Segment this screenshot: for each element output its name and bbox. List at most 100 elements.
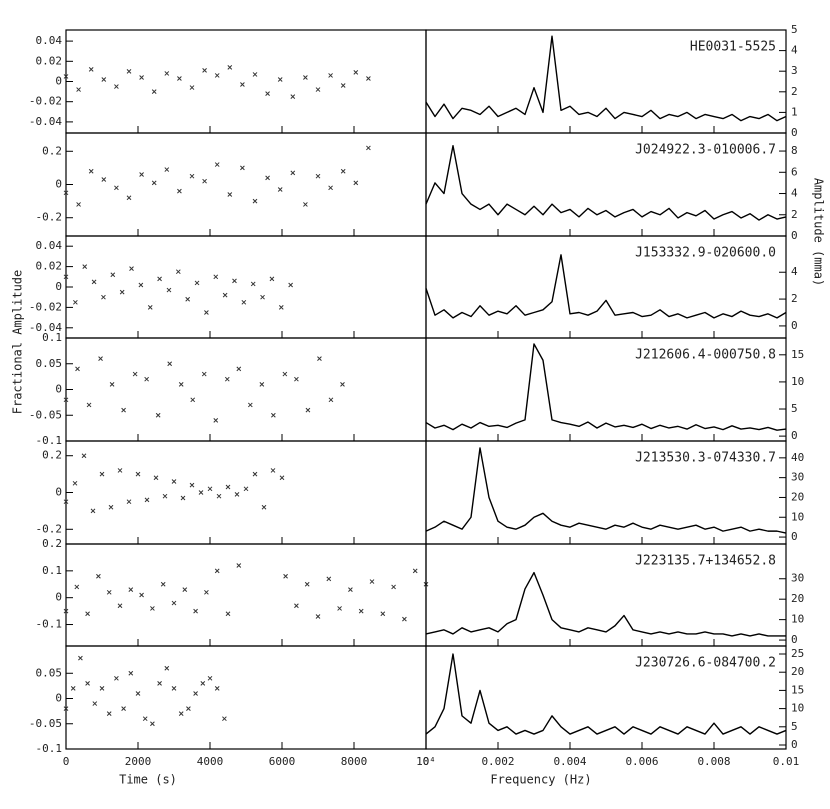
star-label: HE0031-5525 [690, 40, 776, 55]
data-point [119, 289, 125, 295]
data-point [106, 589, 112, 595]
spectrum-line [425, 254, 787, 319]
y-tick-label: 2 [791, 292, 798, 305]
data-point [157, 681, 162, 686]
data-point [236, 366, 242, 372]
data-point [260, 294, 265, 300]
data-point [288, 282, 293, 288]
y-tick-label: -0.02 [29, 300, 62, 313]
data-point [151, 180, 157, 186]
data-point [110, 272, 116, 278]
data-point [162, 493, 168, 499]
data-point [132, 371, 138, 377]
data-point [402, 616, 407, 622]
y-tick-label: 0 [55, 75, 62, 88]
data-point [164, 167, 170, 172]
data-point [164, 71, 170, 76]
data-point [202, 68, 207, 73]
data-point [315, 87, 321, 92]
data-point [193, 691, 198, 696]
data-point [250, 281, 256, 287]
y-tick-label: 0 [791, 126, 798, 139]
panel-frame [65, 29, 427, 134]
data-point [85, 611, 90, 617]
data-point [252, 471, 258, 477]
y-tick-label: 0.1 [42, 331, 62, 344]
y-tick-label: 2 [791, 85, 798, 98]
data-point [160, 581, 166, 587]
y-tick-label: 0 [791, 530, 798, 543]
data-point [171, 686, 177, 691]
x-tick-label: 4000 [197, 755, 224, 768]
data-point [114, 84, 119, 89]
star-label: J212606.4-000750.8 [635, 348, 776, 363]
data-point [171, 479, 177, 484]
data-point [76, 202, 81, 207]
data-point [261, 504, 267, 510]
spectrum-line [425, 653, 787, 735]
y-tick-label: 20 [791, 490, 804, 503]
data-point [265, 91, 270, 96]
data-point [252, 198, 258, 204]
spectrum-line [425, 145, 787, 221]
panel-frame [425, 645, 787, 750]
data-point [86, 402, 92, 408]
data-point [252, 72, 258, 77]
data-point [75, 366, 80, 372]
y-tick-label: 4 [791, 44, 798, 57]
data-point [317, 356, 322, 361]
y-tick-label: 25 [791, 647, 804, 660]
data-point [277, 77, 283, 82]
data-point [82, 264, 88, 269]
data-point [101, 294, 106, 300]
data-point [222, 292, 228, 298]
data-point [117, 468, 123, 473]
data-point [144, 497, 150, 503]
data-point [150, 606, 155, 611]
data-point [412, 568, 418, 574]
y-tick-label: 30 [791, 572, 804, 585]
panel-frame [65, 543, 427, 647]
data-point [139, 75, 144, 80]
data-point [194, 280, 200, 286]
data-point [366, 145, 371, 151]
data-point [166, 287, 172, 293]
data-point [88, 168, 94, 174]
data-point [337, 606, 342, 611]
y-tick-label: 0.02 [36, 260, 63, 273]
data-point [135, 691, 141, 696]
data-point [142, 716, 148, 722]
y-tick-label: 0 [791, 319, 798, 332]
data-point [63, 74, 69, 79]
y-tick-label: 0.04 [36, 34, 63, 47]
data-point [177, 76, 182, 81]
data-point [366, 76, 371, 81]
data-point [278, 305, 284, 310]
data-point [214, 568, 220, 574]
data-point [121, 706, 126, 711]
data-point [76, 87, 81, 92]
x-tick-label: 0.002 [481, 755, 514, 768]
data-point [150, 721, 155, 727]
data-point [63, 608, 69, 614]
panel-frame [65, 440, 427, 545]
y-tick-label: 6 [791, 165, 798, 178]
data-point [271, 412, 276, 418]
y-tick-label: -0.1 [36, 742, 63, 755]
data-point [155, 412, 161, 418]
data-point [63, 499, 69, 505]
data-point [340, 381, 345, 387]
data-point [117, 603, 123, 609]
data-point [190, 397, 196, 403]
y-tick-label: 0 [791, 633, 798, 646]
panel-frame [65, 337, 427, 442]
data-point [315, 614, 321, 619]
data-point [106, 711, 112, 717]
data-point [207, 486, 213, 492]
data-point [63, 397, 69, 403]
data-point [243, 486, 249, 492]
y-tick-label: 40 [791, 451, 804, 464]
data-point [177, 188, 182, 194]
y-tick-label: -0.2 [36, 522, 63, 535]
data-point [85, 681, 90, 686]
